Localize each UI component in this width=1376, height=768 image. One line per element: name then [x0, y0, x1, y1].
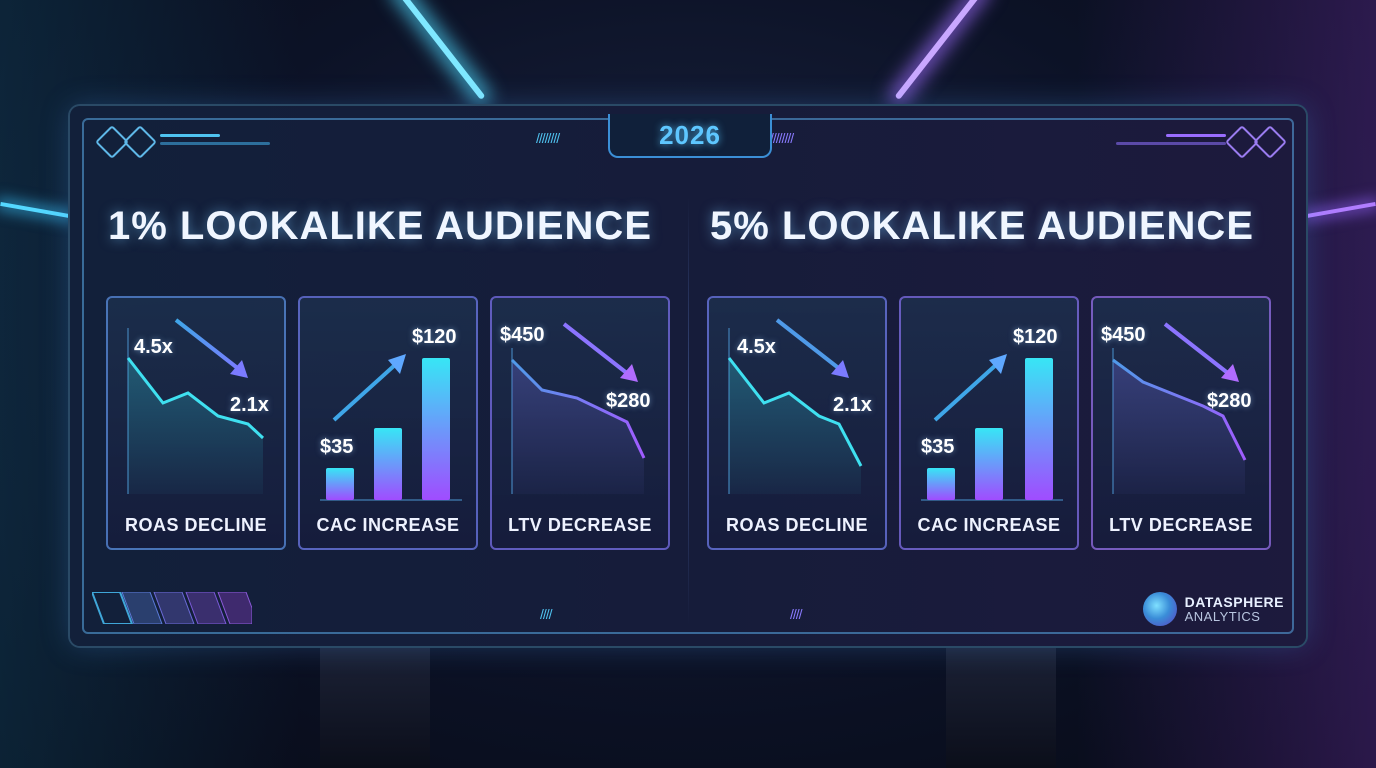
globe-icon: [1142, 592, 1177, 626]
dashboard-screen: //////// //////// 2026 1% LOOKALIKE AUDI…: [70, 106, 1306, 646]
chevrons-icon: ////: [540, 606, 553, 622]
arrow-up-icon: [388, 354, 406, 374]
decor-line: [1166, 134, 1226, 137]
card-label: LTV DECREASE: [508, 515, 652, 535]
down-arrow-shaft: [174, 318, 242, 372]
ceiling-light-left: [394, 0, 486, 101]
end-value: 2.1x: [833, 394, 872, 416]
cac-chart: [921, 354, 1063, 501]
start-value: 4.5x: [737, 336, 776, 358]
decor-line: [1116, 142, 1226, 145]
up-arrow-shaft: [933, 362, 999, 422]
start-value: $35: [320, 436, 354, 458]
roas-chart: [727, 318, 863, 494]
panel-title-2: 5% LOOKALIKE AUDIENCE: [709, 204, 1254, 248]
area-fill: [512, 360, 644, 494]
trend-line: [126, 357, 265, 440]
chevrons-icon: ////////: [770, 130, 794, 146]
year-label: 2026: [659, 120, 721, 150]
ltv-chart: [510, 322, 646, 494]
arrow-down-icon: [230, 360, 248, 378]
up-arrow-shaft: [332, 362, 398, 422]
bar-high: [1025, 358, 1053, 500]
chevrons-icon: ////////: [536, 130, 560, 146]
end-value: 2.1x: [230, 394, 269, 416]
area-fill: [128, 358, 263, 494]
start-value: $450: [500, 324, 545, 346]
decor-line: [160, 142, 270, 145]
start-value: 4.5x: [134, 336, 173, 358]
bar-high: [422, 358, 450, 500]
end-value: $120: [412, 326, 457, 348]
brand-logo: DATASPHERE ANALYTICS: [1142, 592, 1284, 626]
brand-name: DATASPHERE: [1184, 594, 1284, 610]
start-value: $35: [921, 436, 955, 458]
card-cac-increase: $35 $120 CAC INCREASE: [899, 296, 1079, 550]
card-label: ROAS DECLINE: [124, 515, 267, 535]
bar-low: [927, 468, 955, 500]
year-tab: 2026: [608, 114, 772, 158]
decor-line: [160, 134, 220, 137]
footer-stripes: [92, 592, 252, 624]
bar-low: [326, 468, 354, 500]
trend-line: [1112, 358, 1247, 461]
card-cac-increase: $35 $120 CAC INCREASE: [298, 296, 478, 550]
end-value: $280: [1207, 390, 1252, 412]
trend-line: [727, 357, 863, 467]
card-label: CAC INCREASE: [917, 515, 1061, 535]
ceiling-light-right: [894, 0, 986, 101]
roas-chart: [126, 318, 265, 494]
arrow-up-icon: [989, 354, 1007, 374]
bar-mid: [374, 428, 402, 500]
arrow-down-icon: [620, 364, 638, 382]
panel-title-1: 1% LOOKALIKE AUDIENCE: [107, 204, 652, 248]
area-fill: [1113, 360, 1245, 494]
trend-line: [510, 358, 646, 459]
card-ltv-decrease: $450 $280 LTV DECREASE: [1091, 296, 1271, 550]
arrow-down-icon: [1221, 364, 1239, 382]
card-label: CAC INCREASE: [316, 515, 460, 535]
ltv-chart: [1112, 322, 1247, 494]
card-label: ROAS DECLINE: [725, 515, 868, 535]
bar-mid: [975, 428, 1003, 500]
brand-sub: ANALYTICS: [1184, 609, 1261, 624]
cac-chart: [320, 354, 462, 501]
card-ltv-decrease: $450 $280 LTV DECREASE: [490, 296, 670, 550]
start-value: $450: [1101, 324, 1146, 346]
down-arrow-shaft: [562, 322, 630, 376]
end-value: $280: [606, 390, 651, 412]
down-arrow-shaft: [775, 318, 843, 372]
display-stand-left: [320, 646, 430, 768]
card-roas-decline: 4.5x 2.1x ROAS DECLINE: [707, 296, 887, 550]
card-label: LTV DECREASE: [1109, 515, 1253, 535]
brand-text: DATASPHERE ANALYTICS: [1185, 594, 1284, 624]
down-arrow-shaft: [1163, 322, 1231, 376]
display-stand-right: [946, 646, 1056, 768]
chevrons-icon: ////: [790, 606, 803, 622]
panel-divider: [688, 196, 689, 626]
end-value: $120: [1013, 326, 1058, 348]
card-roas-decline: 4.5x 2.1x ROAS DECLINE: [106, 296, 286, 550]
arrow-down-icon: [831, 360, 849, 378]
area-fill: [729, 358, 861, 494]
